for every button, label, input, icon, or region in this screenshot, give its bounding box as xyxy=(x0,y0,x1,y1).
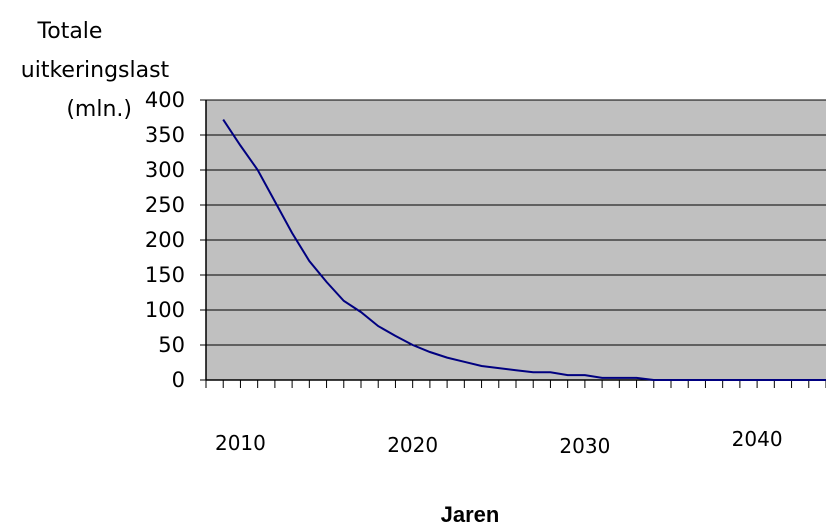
y-tick-label: 250 xyxy=(145,193,185,217)
y-axis-label: Totale uitkeringslast (mln.) xyxy=(21,19,170,122)
y-axis-label-line-3: (mln.) xyxy=(66,97,132,122)
x-tick-label: 2020 xyxy=(387,433,438,457)
y-tick-label: 0 xyxy=(172,368,185,392)
y-tick-labels: 0 50 100 150 200 250 300 350 400 xyxy=(145,88,206,392)
x-axis-label: Jaren xyxy=(441,502,500,526)
x-tick-label: 2040 xyxy=(732,427,783,451)
y-axis-label-line-2: uitkeringslast xyxy=(21,58,170,83)
x-tick-labels: 2010 2020 2030 2040 xyxy=(215,427,783,458)
x-tick-label: 2030 xyxy=(559,434,610,458)
x-minor-ticks xyxy=(205,380,826,388)
y-tick-label: 400 xyxy=(145,88,185,112)
series-line xyxy=(222,119,826,381)
y-tick-label: 50 xyxy=(158,333,185,357)
y-tick-label: 150 xyxy=(145,263,185,287)
y-tick-label: 200 xyxy=(145,228,185,252)
y-tick-label: 100 xyxy=(145,298,185,322)
x-tick-label: 2010 xyxy=(215,431,266,455)
y-axis-label-line-1: Totale xyxy=(37,19,103,44)
y-tick-label: 350 xyxy=(145,123,185,147)
y-tick-label: 300 xyxy=(145,158,185,182)
gridlines xyxy=(206,99,826,346)
